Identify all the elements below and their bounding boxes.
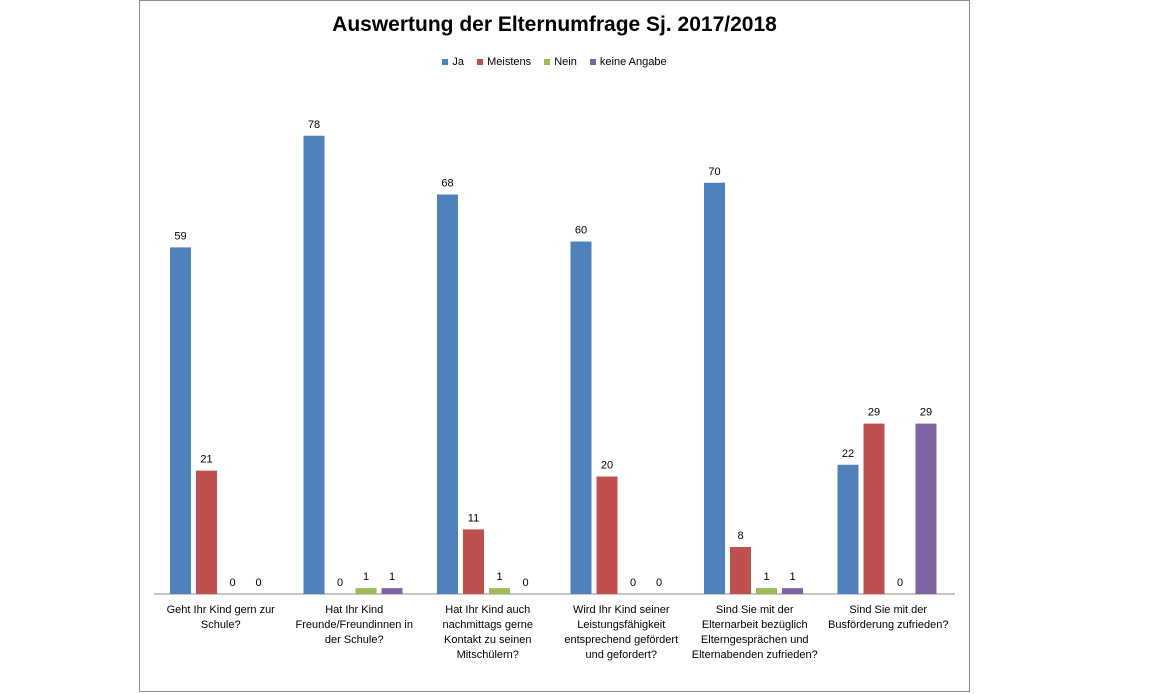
category-label-2: Hat Ihr Kind Freunde/Freundinnen in der …: [295, 604, 413, 646]
legend-item-keine-angabe: keine Angabe: [589, 56, 667, 69]
legend-item-nein: Nein: [544, 56, 577, 68]
legend: Ja Meistens Nein keine Angabe: [140, 56, 969, 68]
bar-meistens-5: [730, 547, 751, 594]
bar-ja-4: [570, 241, 592, 594]
bar-meistens-3: [463, 529, 484, 594]
data-label-ja-6: 22: [842, 448, 854, 460]
legend-label-nein: Nein: [554, 56, 577, 69]
data-label-ja-1: 59: [174, 230, 186, 242]
legend-swatch-nein: [544, 59, 551, 66]
bar-keine-angabe-6: [915, 423, 937, 594]
legend-swatch-keine-angabe: [589, 59, 596, 66]
data-label-ja-5: 70: [708, 166, 720, 178]
legend-label-meistens: Meistens: [487, 56, 532, 69]
bar-keine-angabe-5: [782, 588, 803, 594]
data-label-meistens-5: 8: [737, 530, 743, 542]
data-label-meistens-3: 11: [468, 512, 479, 524]
data-label-nein-4: 0: [630, 577, 636, 589]
data-label-keine-angabe-2: 1: [389, 571, 395, 583]
data-label-nein-1: 0: [229, 577, 235, 589]
chart-frame: Auswertung der Elternumfrage Sj. 2017/20…: [139, 0, 970, 692]
legend-item-ja: Ja: [442, 56, 464, 68]
data-label-nein-5: 1: [763, 571, 769, 583]
category-label-6: Sind Sie mit der Busförderung zufrieden?: [828, 604, 949, 631]
data-label-ja-2: 78: [308, 119, 320, 131]
data-label-nein-3: 1: [496, 571, 502, 583]
bar-ja-5: [704, 182, 725, 594]
data-label-keine-angabe-5: 1: [789, 571, 795, 583]
bar-ja-3: [437, 194, 458, 594]
data-label-nein-6: 0: [897, 577, 903, 589]
data-label-keine-angabe-4: 0: [656, 577, 662, 589]
legend-item-meistens: Meistens: [477, 56, 531, 68]
data-label-keine-angabe-6: 29: [920, 407, 932, 419]
bar-ja-1: [170, 247, 191, 594]
bar-nein-5: [756, 588, 777, 594]
category-label-5: Sind Sie mit der Elternarbeit bezüglich …: [691, 604, 818, 661]
legend-swatch-ja: [442, 59, 449, 66]
bar-ja-2: [303, 135, 325, 594]
category-label-1: Geht Ihr Kind gern zur Schule?: [166, 604, 275, 631]
data-label-keine-angabe-1: 0: [255, 577, 261, 589]
chart-title: Auswertung der Elternumfrage Sj. 2017/20…: [332, 13, 777, 36]
data-label-ja-4: 60: [575, 225, 587, 237]
data-label-meistens-4: 20: [601, 460, 613, 472]
legend-swatch-meistens: [477, 59, 484, 66]
data-label-meistens-6: 29: [868, 407, 880, 419]
data-label-ja-3: 68: [441, 178, 453, 190]
bar-nein-2: [355, 588, 377, 594]
category-label-3: Hat Ihr Kind auch nachmittags gerne Kont…: [442, 604, 534, 661]
bar-meistens-1: [196, 470, 217, 594]
data-label-meistens-2: 0: [337, 577, 343, 589]
data-label-meistens-1: 21: [200, 454, 212, 466]
bar-nein-3: [489, 588, 510, 594]
bar-ja-6: [837, 464, 859, 594]
bar-meistens-4: [596, 476, 618, 594]
legend-label-ja: Ja: [452, 56, 465, 69]
category-label-4: Wird Ihr Kind seiner Leistungsfähigkeit …: [564, 604, 679, 661]
data-label-keine-angabe-3: 0: [522, 577, 528, 589]
bar-meistens-6: [863, 423, 885, 594]
legend-label-keine-angabe: keine Angabe: [599, 56, 667, 69]
bar-keine-angabe-2: [381, 588, 403, 594]
data-label-nein-2: 1: [363, 571, 369, 583]
